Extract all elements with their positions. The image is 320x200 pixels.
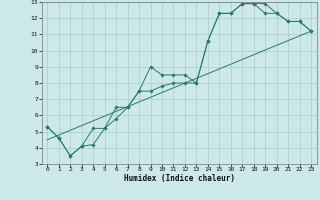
X-axis label: Humidex (Indice chaleur): Humidex (Indice chaleur) [124, 174, 235, 183]
